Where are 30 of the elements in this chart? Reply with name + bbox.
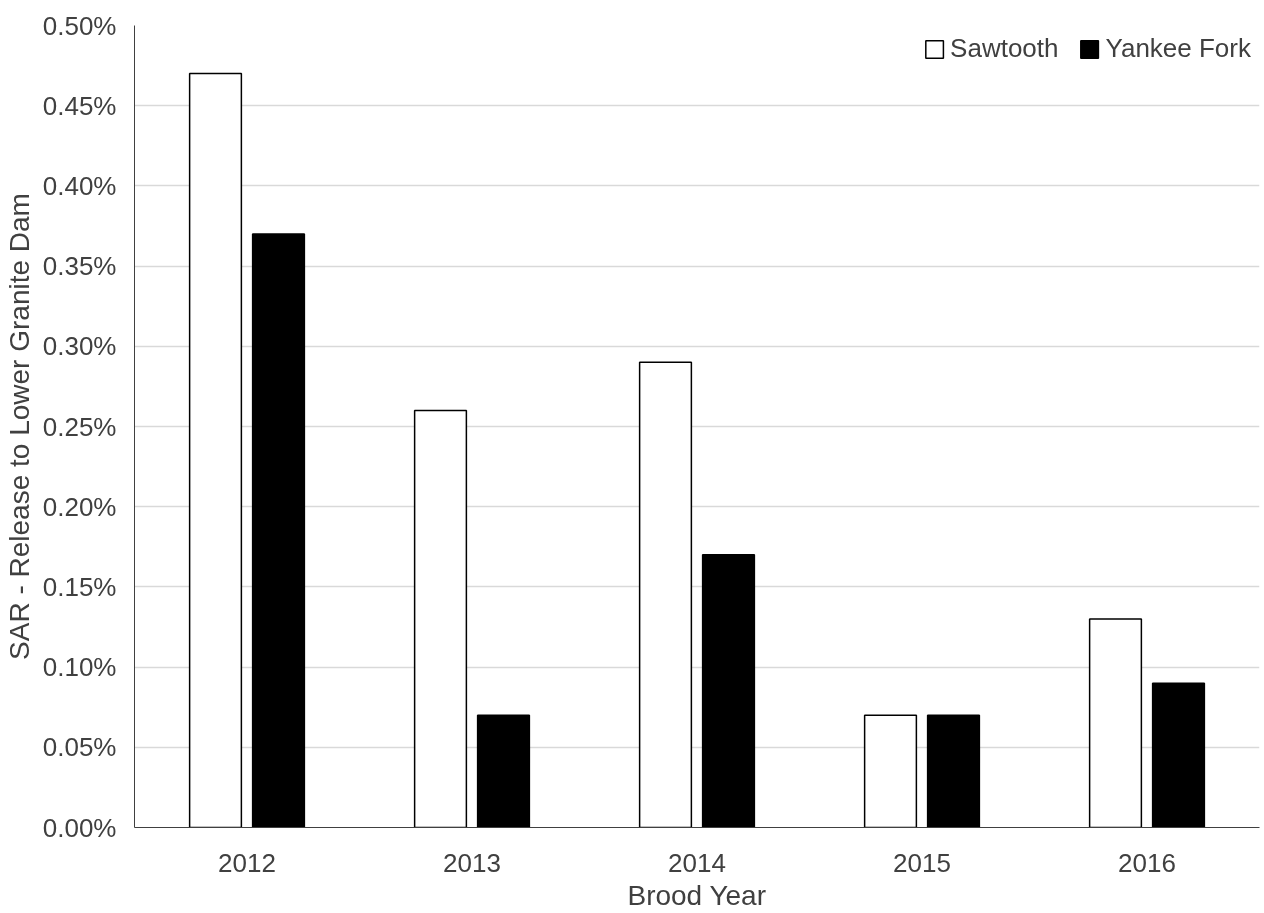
legend-label: Yankee Fork	[1105, 33, 1251, 64]
bar	[251, 233, 306, 828]
bar	[476, 714, 531, 828]
y-tick-label: 0.10%	[42, 652, 117, 683]
bar	[188, 72, 243, 828]
x-tick-label: 2016	[1118, 847, 1176, 878]
y-tick-label: 0.25%	[42, 411, 117, 442]
y-tick-label: 0.40%	[42, 170, 117, 201]
y-tick-label: 0.00%	[42, 812, 117, 843]
bar	[1151, 682, 1206, 828]
y-axis-title: SAR - Release to Lower Granite Dam	[3, 193, 35, 660]
bar	[701, 554, 756, 828]
y-tick-label: 0.50%	[42, 10, 117, 41]
bar	[413, 409, 468, 828]
y-tick-label: 0.35%	[42, 251, 117, 282]
bar	[1088, 618, 1143, 828]
y-tick-label: 0.15%	[42, 571, 117, 602]
x-tick-label: 2012	[218, 847, 276, 878]
x-tick-label: 2013	[443, 847, 501, 878]
y-tick-label: 0.20%	[42, 491, 117, 522]
bar	[863, 714, 918, 828]
legend-label: Sawtooth	[950, 33, 1059, 64]
y-tick-label: 0.30%	[42, 331, 117, 362]
x-axis-title: Brood Year	[627, 879, 767, 911]
y-tick-label: 0.05%	[42, 732, 117, 763]
y-tick-label: 0.45%	[42, 90, 117, 121]
bar	[638, 361, 693, 828]
bar	[926, 714, 981, 828]
x-tick-label: 2014	[668, 847, 726, 878]
x-tick-label: 2015	[893, 847, 951, 878]
